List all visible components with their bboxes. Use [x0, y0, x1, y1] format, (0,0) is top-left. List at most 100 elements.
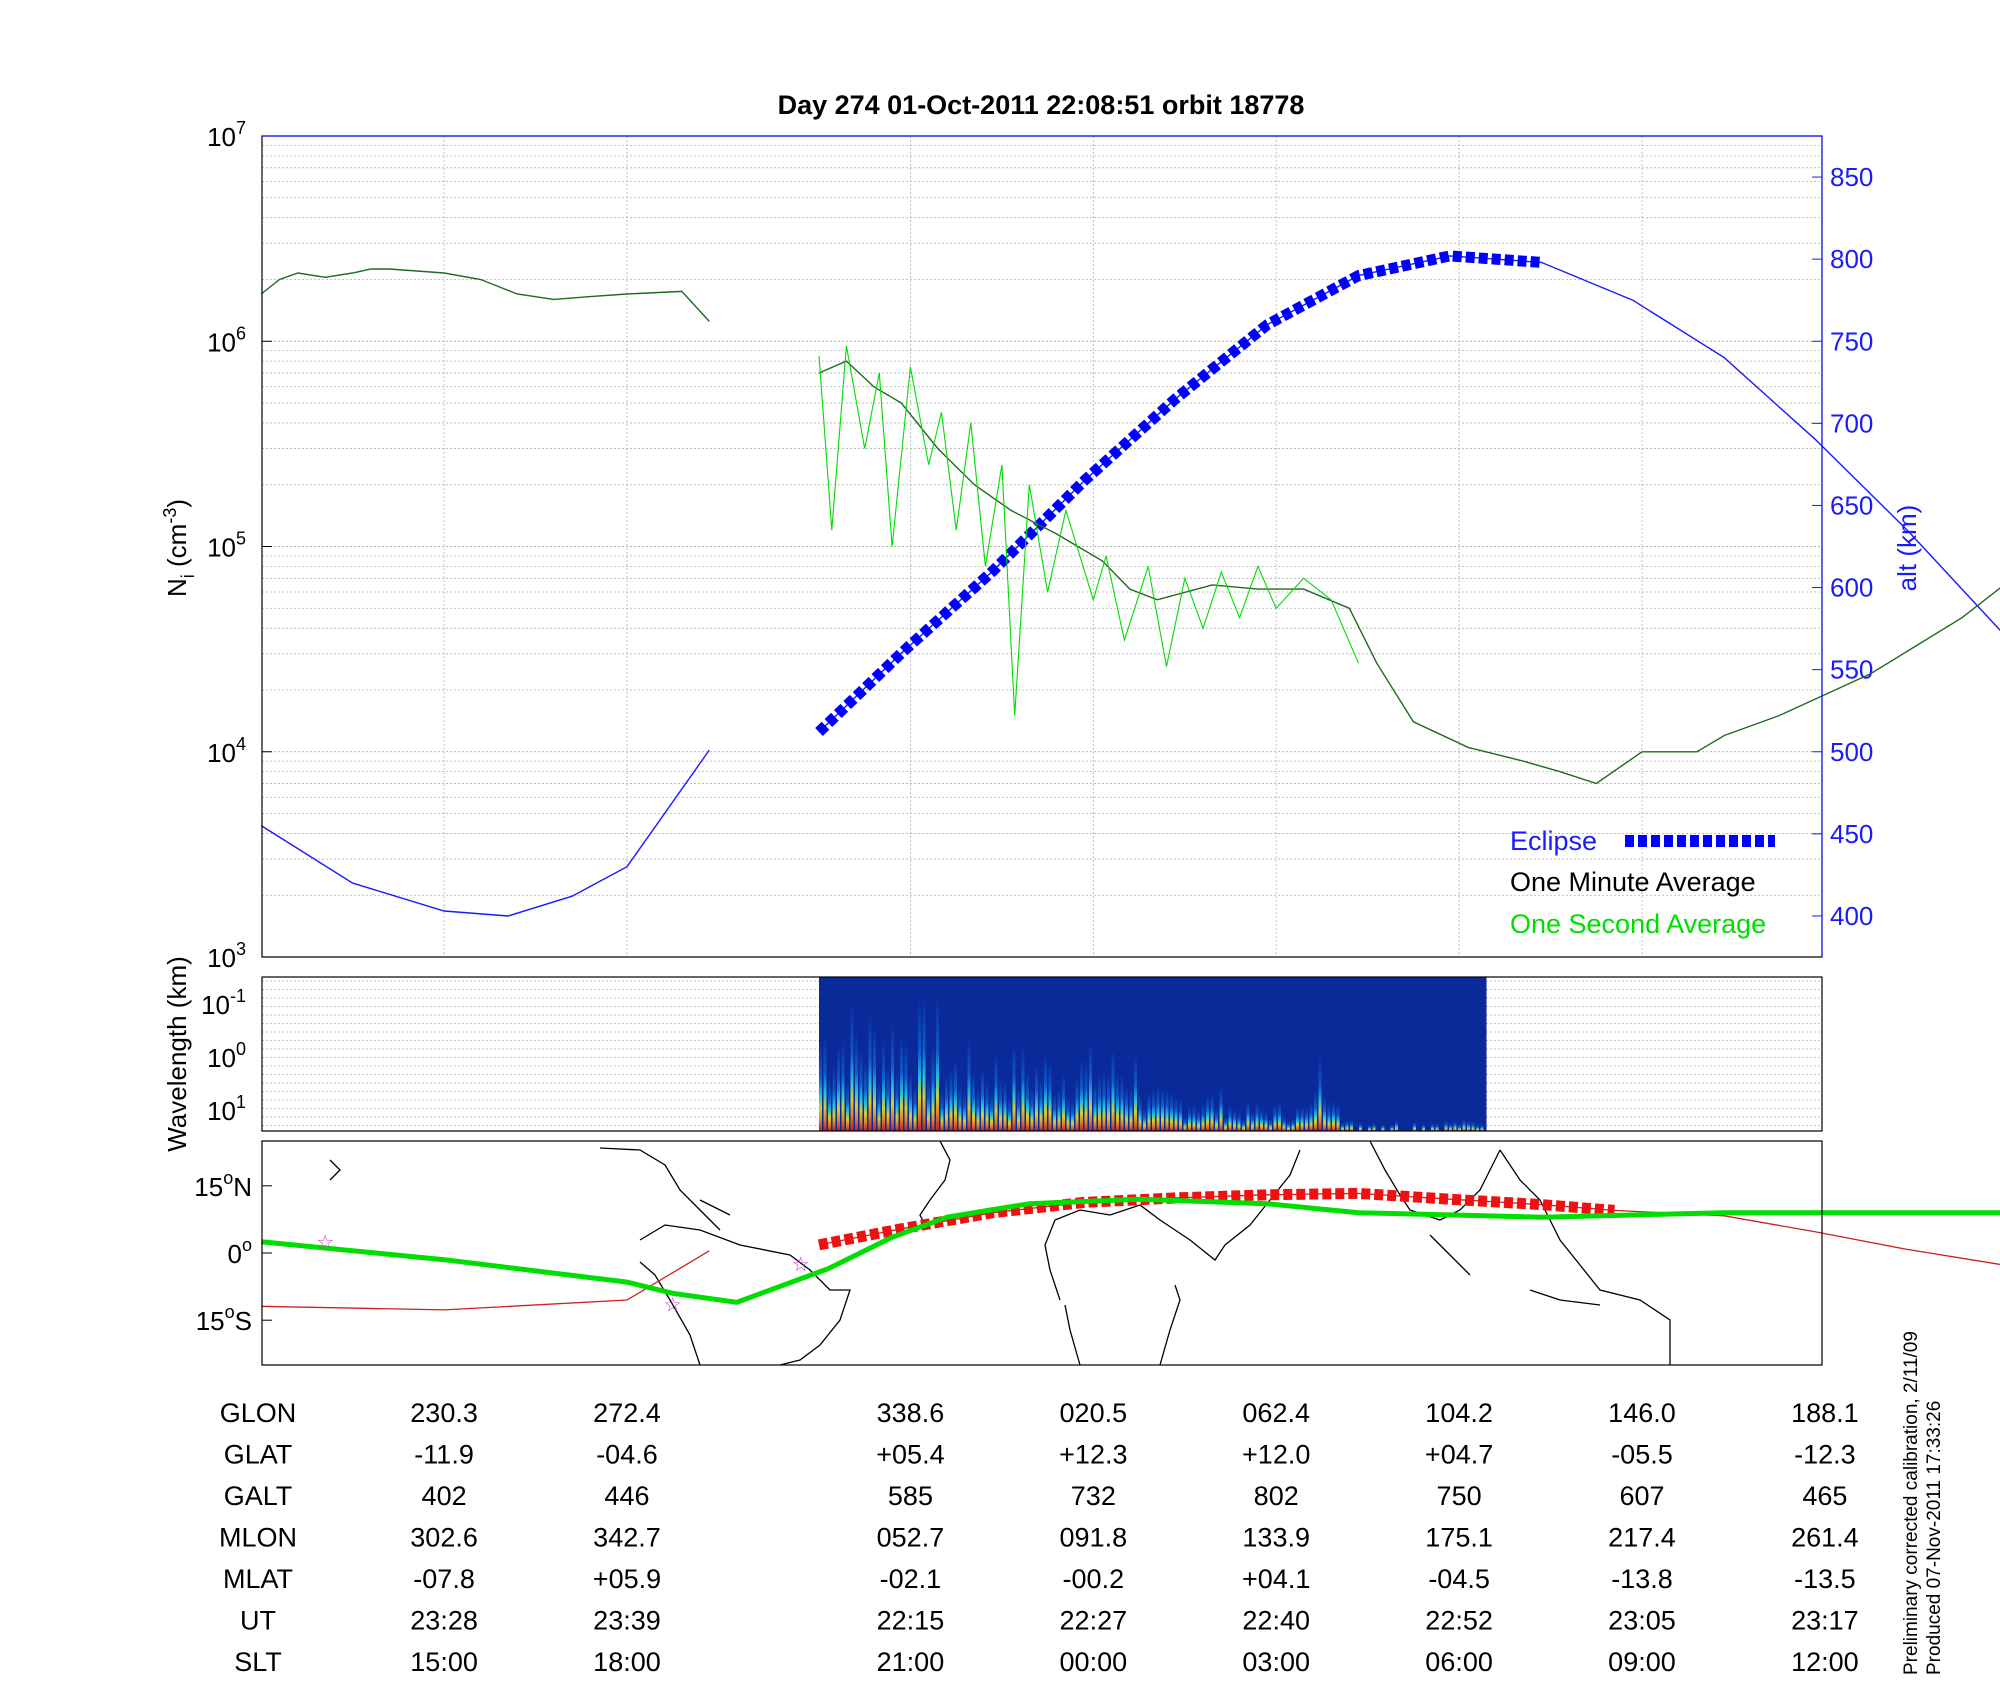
geo-track-line	[261, 1250, 710, 1311]
spectrogram-streak	[922, 995, 926, 1131]
spectrogram-streak	[1016, 1087, 1020, 1131]
y2-tick-label: 500	[1830, 737, 1873, 767]
chart-title: Day 274 01-Oct-2011 22:08:51 orbit 18778	[778, 90, 1305, 120]
spectrogram-streak	[1480, 1124, 1484, 1131]
spectrogram-streak	[1475, 1124, 1479, 1131]
spectrogram-streak	[1241, 1119, 1245, 1131]
mid-y-tick-label: 101	[207, 1092, 246, 1126]
coastline	[919, 1140, 951, 1226]
spectrogram-streak	[1102, 1071, 1106, 1131]
density-line	[260, 268, 710, 322]
spectrogram-streak	[1124, 1086, 1128, 1131]
spectrogram-streak	[1390, 1124, 1394, 1131]
table-cell: 175.1	[1425, 1523, 1493, 1553]
table-cell: 12:00	[1791, 1647, 1859, 1677]
table-cell: 802	[1254, 1481, 1299, 1511]
coastline	[1429, 1234, 1471, 1276]
spectrogram-streak	[832, 1065, 836, 1131]
spectrogram-streak	[994, 1053, 998, 1131]
spectrogram-streak	[1142, 1108, 1146, 1131]
y2-tick-label: 450	[1830, 819, 1873, 849]
coastline	[1044, 1204, 1141, 1301]
spectrogram-panel: 10-1 100 101	[201, 977, 1822, 1131]
table-cell: -07.8	[413, 1564, 475, 1594]
spectrogram-streak	[1034, 1064, 1038, 1131]
table-cell: 272.4	[593, 1398, 661, 1428]
spectrogram-streak	[1210, 1093, 1214, 1131]
table-cell: 21:00	[877, 1647, 945, 1677]
spectrogram-streak	[1066, 1097, 1070, 1131]
spectrogram-streak	[1264, 1111, 1268, 1131]
spectrogram-streak	[1111, 1049, 1115, 1131]
table-cell: 22:40	[1242, 1606, 1310, 1636]
spectrogram-streak	[1462, 1119, 1466, 1131]
map-y-tick-label: 15oS	[196, 1302, 252, 1336]
table-cell: 020.5	[1060, 1398, 1128, 1428]
spectrogram-streak	[953, 1059, 957, 1131]
spectrogram-streak	[926, 1077, 930, 1131]
map-y-tick-label: 0o	[228, 1235, 252, 1269]
spectrogram-streak	[1282, 1116, 1286, 1131]
spectrogram-streak	[1030, 1088, 1034, 1131]
spectrogram-streak	[980, 1067, 984, 1131]
spectrogram-streak	[859, 1049, 863, 1131]
mid-panel-frame	[261, 976, 1823, 1132]
spectrogram-streak	[1196, 1110, 1200, 1131]
spectrogram-streak	[1003, 1080, 1007, 1131]
table-row-label: SLT	[234, 1647, 282, 1677]
table-cell: +12.0	[1242, 1440, 1310, 1470]
spectrogram-streak	[868, 1013, 872, 1131]
spectrogram-streak	[1183, 1116, 1187, 1131]
spectrogram-streak	[1097, 1074, 1101, 1131]
legend-second-label: One Second Average	[1510, 909, 1766, 939]
coastline	[699, 1199, 731, 1216]
geo-track-eclipse	[817, 1187, 1615, 1251]
density-line	[818, 345, 1360, 716]
table-cell: 22:15	[877, 1606, 945, 1636]
spectrogram-streak	[913, 1084, 917, 1131]
y2-tick-label: 850	[1830, 162, 1873, 192]
spectrogram-streak	[1318, 1056, 1322, 1131]
y2-tick-label: 800	[1830, 244, 1873, 274]
table-row-label: GLON	[220, 1398, 297, 1428]
spectrogram-streak	[935, 996, 939, 1131]
spectrogram-streak	[940, 1091, 944, 1131]
table-row-label: GALT	[224, 1481, 293, 1511]
spectrogram-streak	[1201, 1104, 1205, 1131]
star-icon: ☆	[664, 1293, 682, 1317]
spectrogram-streak	[1165, 1089, 1169, 1131]
spectrogram-streak	[899, 1035, 903, 1131]
table-row-label: MLON	[219, 1523, 297, 1553]
table-cell: 217.4	[1608, 1523, 1676, 1553]
y-tick-label: 104	[207, 734, 246, 768]
spectrogram-streak	[904, 1042, 908, 1131]
spectrogram-streak	[1057, 1088, 1061, 1131]
spectrogram-streak	[985, 1081, 989, 1131]
spectrogram-streak	[971, 1074, 975, 1131]
spectrogram-streak	[1115, 1074, 1119, 1131]
spectrogram-streak	[1237, 1112, 1241, 1131]
spectrogram-streak	[854, 1032, 858, 1131]
table-cell: 230.3	[410, 1398, 478, 1428]
table-cell: -05.5	[1611, 1440, 1673, 1470]
orbit-table: GLON 230.3 272.4 338.6 020.5 062.4 104.2 146.0 1…	[219, 1398, 1859, 1677]
spectrogram-streak	[1322, 1095, 1326, 1131]
spectrogram-streak	[944, 1076, 948, 1131]
spectrogram-streak	[1120, 1074, 1124, 1131]
spectrogram-streak	[1061, 1074, 1065, 1131]
y2-tick-label: 650	[1830, 490, 1873, 520]
spectrogram-streak	[1007, 1098, 1011, 1131]
spectrogram-streak	[895, 1074, 899, 1131]
spectrogram-streak	[1421, 1123, 1425, 1131]
spectrogram-streak	[1295, 1106, 1299, 1131]
spectrogram-streak	[1214, 1108, 1218, 1131]
mid-y-tick-label: 100	[207, 1039, 246, 1073]
spectrogram-streak	[1313, 1091, 1317, 1131]
density-line	[818, 360, 2000, 785]
top-panel-data	[260, 250, 2000, 917]
table-cell: -04.5	[1428, 1564, 1490, 1594]
spectrogram-streak	[1286, 1121, 1290, 1131]
table-cell: +04.7	[1425, 1440, 1493, 1470]
top-panel-grid	[262, 136, 1822, 958]
